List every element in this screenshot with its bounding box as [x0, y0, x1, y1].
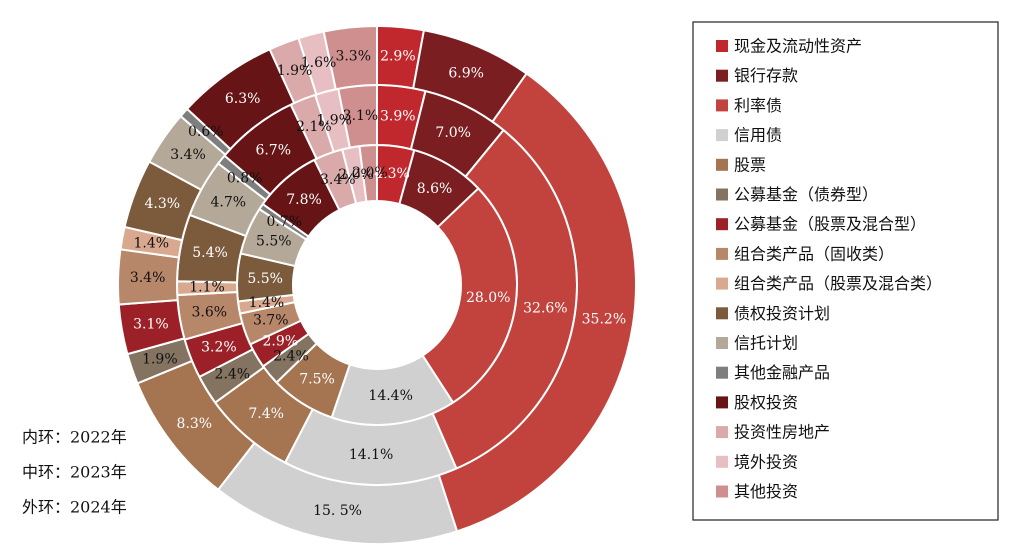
inner-ring-value-label-7: 2.9% [263, 334, 299, 350]
legend-swatch-11 [716, 337, 728, 349]
legend-swatch-9 [716, 277, 728, 290]
inner-ring-value-label-3: 28.0% [466, 290, 510, 306]
ring-caption-inner: 内环：2022年 [22, 428, 127, 447]
legend-swatch-6 [716, 188, 728, 201]
legend-swatch-12 [716, 366, 728, 379]
middle-ring-value-label-13: 6.7% [255, 142, 291, 158]
outer-ring-value-label-7: 3.1% [133, 316, 169, 332]
outer-ring-value-label-6: 1.9% [142, 351, 178, 367]
inner-ring-value-label-4: 14.4% [368, 388, 412, 404]
inner-ring-value-label-16: 2.0% [352, 165, 388, 181]
legend-label-9: 组合类产品（股票及混合类） [734, 274, 942, 293]
legend-label-12: 其他金融产品 [734, 363, 830, 382]
outer-ring-value-label-2: 6.9% [448, 66, 484, 82]
legend-swatch-13 [716, 396, 728, 409]
legend-label-15: 境外投资 [734, 452, 798, 471]
outer-ring-value-label-5: 8.3% [177, 416, 213, 432]
legend-swatch-1 [716, 40, 728, 52]
legend-swatch-14 [716, 426, 728, 439]
inner-ring-value-label-14: 3.4% [320, 172, 356, 188]
inner-ring-value-label-1: 4.3% [374, 166, 410, 182]
legend-swatch-10 [716, 307, 728, 320]
legend-label-6: 公募基金（债券型） [734, 185, 878, 204]
middle-ring-value-label-1: 3.9% [380, 108, 416, 124]
legend-swatch-8 [716, 247, 728, 260]
legend-label-1: 现金及流动性资产 [734, 37, 862, 56]
inner-ring-value-label-11: 5.5% [256, 233, 292, 249]
inner-ring-value-label-12: 0.7% [266, 214, 302, 230]
inner-ring-value-label-10: 5.5% [247, 271, 283, 287]
donut-value-labels: 4.3%8.6%28.0%14.4%7.5%2.4%2.9%3.7%1.4%5.… [130, 48, 626, 519]
outer-ring-value-label-1: 2.9% [380, 48, 416, 64]
legend-swatch-15 [716, 455, 728, 468]
legend-label-5: 股票 [734, 155, 766, 174]
legend-swatch-4 [716, 129, 728, 142]
middle-ring-value-label-2: 7.0% [435, 125, 471, 141]
legend-swatch-5 [716, 158, 728, 171]
legend-label-11: 信托计划 [734, 334, 798, 353]
legend-label-13: 股权投资 [734, 393, 798, 412]
inner-ring-value-label-15: 2.0% [338, 167, 374, 183]
ring-caption-outer: 外环：2024年 [22, 498, 127, 517]
legend-label-10: 债权投资计划 [734, 304, 830, 323]
middle-ring-value-label-7: 3.2% [201, 340, 237, 356]
middle-ring-value-label-16: 3.1% [343, 108, 379, 124]
outer-ring-value-label-9: 1.4% [134, 235, 170, 251]
ring-caption-middle: 中环：2023年 [22, 463, 127, 482]
outer-ring-slice-3 [437, 72, 637, 533]
legend-label-14: 投资性房地产 [734, 423, 830, 442]
outer-ring-value-label-11: 3.4% [170, 147, 206, 163]
legend-label-16: 其他投资 [734, 482, 798, 501]
middle-ring-value-label-5: 7.4% [248, 406, 284, 422]
middle-ring-value-label-14: 2.1% [296, 119, 332, 135]
donut-rings [117, 24, 637, 545]
inner-ring-value-label-9: 1.4% [249, 295, 285, 311]
outer-ring-value-label-3: 35.2% [582, 311, 626, 327]
legend-label-4: 信用债 [734, 126, 782, 145]
outer-ring-value-label-12: 0.6% [188, 124, 224, 140]
outer-ring-slice-16 [322, 24, 378, 91]
inner-ring-value-label-6: 2.4% [273, 349, 309, 365]
middle-ring-value-label-4: 14.1% [349, 447, 393, 463]
middle-ring-value-label-12: 0.8% [227, 170, 263, 186]
inner-ring-value-label-2: 8.6% [417, 181, 453, 197]
legend-label-8: 组合类产品（固收类） [734, 244, 894, 263]
legend-swatch-16 [716, 485, 728, 498]
middle-ring-value-label-8: 3.6% [191, 305, 227, 321]
legend-swatch-3 [716, 99, 728, 112]
middle-ring-value-label-10: 5.4% [192, 245, 228, 261]
outer-ring-value-label-4: 15. 5% [313, 503, 362, 519]
legend-label-7: 公募基金（股票及混合型） [734, 215, 926, 234]
middle-ring-value-label-15: 1.9% [316, 112, 352, 128]
middle-ring-value-label-3: 32.6% [523, 300, 567, 316]
inner-ring-value-label-5: 7.5% [299, 372, 335, 388]
inner-ring-value-label-13: 7.8% [286, 192, 322, 208]
outer-ring-value-label-13: 6.3% [225, 91, 261, 107]
legend-label-3: 利率债 [734, 96, 782, 115]
middle-ring-value-label-11: 4.7% [210, 195, 246, 211]
middle-ring-value-label-9: 1.1% [189, 280, 225, 296]
outer-ring-value-label-10: 4.3% [145, 196, 181, 212]
legend-swatch-2 [716, 69, 728, 82]
inner-ring-value-label-8: 3.7% [253, 312, 289, 328]
legend-label-2: 银行存款 [734, 66, 798, 85]
outer-ring-value-label-14: 1.9% [277, 63, 313, 79]
outer-ring-value-label-8: 3.4% [130, 270, 166, 286]
outer-ring-value-label-15: 1.6% [301, 55, 337, 71]
legend-swatch-7 [716, 218, 728, 231]
middle-ring-value-label-6: 2.4% [215, 366, 251, 382]
outer-ring-value-label-16: 3.3% [335, 49, 371, 65]
legend-box [692, 21, 999, 521]
